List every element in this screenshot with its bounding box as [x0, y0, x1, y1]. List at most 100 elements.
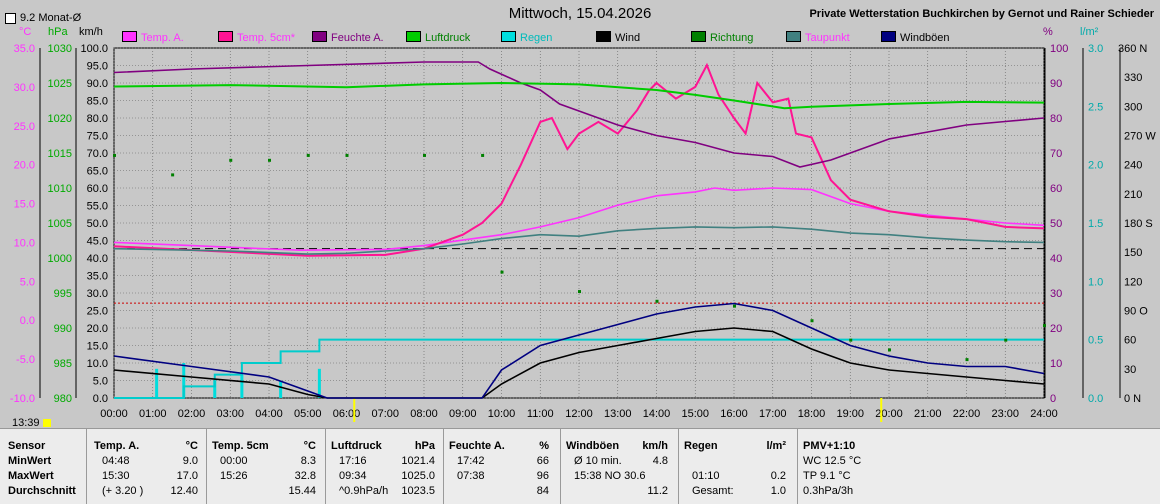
stats-time-luftdruck: 17:16 [339, 455, 367, 467]
legend-swatch [501, 31, 516, 42]
stats-unit-luftdruck: hPa [414, 440, 435, 452]
stats-time-luftdruck: 09:34 [339, 470, 367, 482]
x-tick-label: 14:00 [643, 408, 671, 420]
stats-unit-temp_a: °C [185, 440, 198, 452]
humidity-tick-label: 100 [1050, 43, 1068, 55]
legend-swatch [596, 31, 611, 42]
direction-point [229, 158, 233, 162]
rain-tick-label: 1.0 [1088, 276, 1103, 288]
legend-label: Regen [520, 32, 553, 44]
x-tick-label: 06:00 [333, 408, 361, 420]
legend-swatch [122, 31, 137, 42]
wind-tick-label: 40.0 [87, 253, 108, 265]
temp-tick-label: 20.0 [14, 160, 35, 172]
checkbox-icon[interactable] [5, 12, 16, 24]
pressure-tick-label: 985 [54, 358, 72, 370]
stats-header-regen: Regen [684, 440, 718, 452]
direction-point [810, 319, 814, 323]
stats-row-min: MinWert [8, 455, 52, 467]
x-tick-label: 18:00 [798, 408, 826, 420]
wind-tick-label: 95.0 [87, 61, 108, 73]
chart-title: Mittwoch, 15.04.2026 [508, 5, 652, 22]
wind-tick-label: 100.0 [80, 43, 108, 55]
x-tick-label: 19:00 [836, 408, 864, 420]
stats-header-windboeen: Windböen [566, 440, 620, 452]
humidity-tick-label: 30 [1050, 288, 1062, 300]
temp-unit: °C [19, 26, 32, 38]
stats-time-temp_a: (+ 3.20 ) [102, 485, 144, 497]
stats-value-windboeen: 11.2 [647, 485, 668, 497]
legend-label: Temp. A. [141, 32, 184, 44]
stats-header-temp_5cm: Temp. 5cm [212, 440, 269, 452]
direction-point [849, 338, 853, 342]
series-feuchte-a- [113, 61, 1045, 168]
humidity-tick-label: 0 [1050, 393, 1056, 405]
stats-value-regen: 1.0 [770, 485, 786, 497]
rain-tick-label: 3.0 [1088, 43, 1103, 55]
x-tick-label: 13:00 [604, 408, 632, 420]
series-luftdruck [113, 81, 1045, 110]
direction-tick-label: 300 [1124, 101, 1142, 113]
legend-label: Richtung [710, 32, 754, 44]
series-windb-en [113, 302, 1045, 399]
wind-tick-label: 5.0 [93, 376, 108, 388]
x-tick-label: 16:00 [720, 408, 748, 420]
stats-pmv-row: WC 12.5 °C [803, 455, 862, 467]
pressure-tick-label: 980 [54, 393, 72, 405]
x-tick-label: 00:00 [100, 408, 128, 420]
time-text: 13:39 [12, 417, 40, 429]
stats-unit-windboeen: km/h [642, 440, 668, 452]
stats-header-feuchte: Feuchte A. [449, 440, 505, 452]
direction-point [578, 290, 581, 294]
temp-tick-label: -5.0 [16, 354, 35, 366]
x-tick-label: 03:00 [216, 408, 244, 420]
series-temp-5cm- [113, 62, 1045, 257]
pressure-tick-label: 1030 [48, 43, 72, 55]
humidity-tick-label: 50 [1050, 218, 1062, 230]
direction-point [1043, 324, 1046, 328]
stats-value-feuchte: 66 [536, 455, 549, 467]
legend-label: Wind [615, 32, 641, 44]
stats-value-temp_5cm: 8.3 [300, 455, 316, 467]
wind-tick-label: 10.0 [87, 358, 108, 370]
direction-tick-label: 210 [1124, 189, 1142, 201]
pressure-tick-label: 990 [54, 323, 72, 335]
direction-point [481, 153, 485, 157]
x-tick-label: 08:00 [410, 408, 438, 420]
stats-time-regen: 01:10 [692, 470, 720, 482]
stats-time-feuchte: 07:38 [457, 470, 485, 482]
stats-value-regen: 0.2 [770, 470, 786, 482]
direction-tick-label: 30 [1124, 364, 1136, 376]
x-tick-label: 10:00 [488, 408, 516, 420]
wind-tick-label: 0.0 [93, 393, 108, 405]
humidity-unit: % [1043, 26, 1053, 38]
rain-tick-label: 2.0 [1088, 160, 1103, 172]
x-tick-label: 15:00 [681, 408, 709, 420]
current-time: 13:39 [12, 417, 51, 429]
stats-time-luftdruck: ^0.9hPa/h [339, 485, 389, 497]
wind-tick-label: 65.0 [87, 166, 108, 178]
humidity-tick-label: 60 [1050, 183, 1062, 195]
monthly-average-toggle[interactable]: 9.2 Monat-Ø [5, 12, 81, 24]
wind-tick-label: 25.0 [87, 306, 108, 318]
humidity-tick-label: 70 [1050, 148, 1062, 160]
stats-value-temp_a: 12.40 [170, 485, 198, 497]
x-tick-label: 07:00 [371, 408, 399, 420]
wind-tick-label: 15.0 [87, 341, 108, 353]
stats-value-feuchte: 96 [536, 470, 549, 482]
direction-point [888, 348, 891, 352]
wind-tick-label: 30.0 [87, 288, 108, 300]
wind-tick-label: 60.0 [87, 183, 108, 195]
direction-tick-label: 240 [1124, 160, 1142, 172]
direction-tick-label: 120 [1124, 276, 1142, 288]
stats-unit-regen: l/m² [766, 440, 786, 452]
rain-tick-label: 1.5 [1088, 218, 1103, 230]
temp-tick-label: 30.0 [14, 82, 35, 94]
rain-tick-label: 2.5 [1088, 101, 1103, 113]
stats-time-windboeen: Ø 10 min. [574, 455, 622, 467]
rain-tick-label: 0.0 [1088, 393, 1103, 405]
direction-point [1004, 338, 1008, 342]
legend-dewpoint: Taupunkt [786, 31, 850, 44]
rain-tick-label: 0.5 [1088, 335, 1103, 347]
wind-tick-label: 45.0 [87, 236, 108, 248]
